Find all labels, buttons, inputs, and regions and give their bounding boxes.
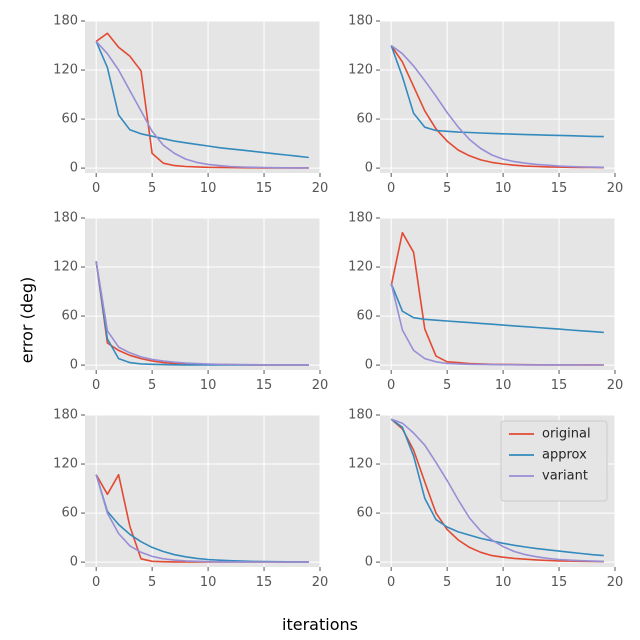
- x-tick-label: 20: [607, 378, 624, 393]
- y-tick-label: 180: [53, 211, 78, 226]
- legend-label-variant: variant: [542, 469, 588, 484]
- panel-3: 0 5 10 15 20 0 60 120 180: [53, 211, 328, 394]
- x-tick-label: 0: [92, 575, 100, 590]
- x-tick-label: 0: [387, 575, 395, 590]
- x-tick-label: 5: [443, 575, 451, 590]
- legend-label-original: original: [542, 427, 591, 442]
- panel-4: 0 5 10 15 20 0 60 120 180: [348, 211, 623, 394]
- x-tick-label: 15: [256, 181, 273, 196]
- plot-background: [85, 21, 320, 173]
- x-tick-label: 15: [256, 575, 273, 590]
- x-tick-label: 5: [148, 575, 156, 590]
- series-line-original: [390, 45, 604, 169]
- y-tick-label: 180: [348, 408, 373, 423]
- y-tick-label: 0: [70, 161, 78, 176]
- x-tick-label: 10: [200, 181, 217, 196]
- y-tick-label: 120: [348, 457, 373, 472]
- x-tick-label: 0: [387, 181, 395, 196]
- y-tick-label: 120: [348, 260, 373, 275]
- x-tick-label: 5: [148, 378, 156, 393]
- series-line-approx: [95, 41, 309, 159]
- y-tick-label: 60: [61, 309, 78, 324]
- y-tick-label: 60: [356, 506, 373, 521]
- y-tick-label: 0: [365, 555, 373, 570]
- x-tick-label: 15: [256, 378, 273, 393]
- y-tick-label: 120: [53, 63, 78, 78]
- panel-2: 0 5 10 15 20 0 60 120 180: [348, 14, 623, 197]
- series-line-original: [390, 418, 604, 563]
- figure-xlabel: iterations: [282, 615, 358, 634]
- y-tick-label: 0: [365, 161, 373, 176]
- legend-label-approx: approx: [542, 448, 587, 463]
- y-tick-label: 0: [365, 358, 373, 373]
- x-tick-label: 10: [200, 378, 217, 393]
- figure-ylabel: error (deg): [18, 277, 37, 363]
- series-line-variant: [95, 261, 309, 366]
- x-tick-label: 20: [312, 575, 329, 590]
- y-tick-label: 120: [348, 63, 373, 78]
- panel-1: 0 5 10 15 20 0 60 120 180: [53, 14, 328, 197]
- x-tick-label: 15: [551, 378, 568, 393]
- y-tick-label: 0: [70, 555, 78, 570]
- plot-background: [85, 218, 320, 370]
- y-tick-label: 60: [356, 309, 373, 324]
- series-line-variant: [95, 40, 309, 169]
- x-tick-label: 10: [200, 575, 217, 590]
- series-line-variant: [95, 474, 309, 563]
- x-tick-label: 10: [495, 181, 512, 196]
- series-line-variant: [390, 418, 604, 563]
- x-tick-label: 0: [92, 378, 100, 393]
- plot-background: [380, 21, 615, 173]
- y-tick-label: 180: [53, 408, 78, 423]
- x-tick-label: 20: [312, 181, 329, 196]
- x-tick-label: 15: [551, 575, 568, 590]
- y-tick-label: 120: [53, 457, 78, 472]
- series-line-variant: [390, 44, 604, 169]
- x-tick-label: 0: [387, 378, 395, 393]
- y-tick-label: 60: [356, 112, 373, 127]
- plot-background: [380, 218, 615, 370]
- x-tick-label: 5: [443, 378, 451, 393]
- x-tick-label: 10: [495, 575, 512, 590]
- x-tick-label: 0: [92, 181, 100, 196]
- y-tick-label: 60: [61, 506, 78, 521]
- x-tick-label: 10: [495, 378, 512, 393]
- series-line-approx: [390, 283, 604, 334]
- x-tick-label: 5: [148, 181, 156, 196]
- legend: original approx variant: [500, 420, 608, 502]
- legend-box: [500, 420, 608, 502]
- series-line-approx: [390, 45, 604, 138]
- x-tick-label: 20: [607, 575, 624, 590]
- y-tick-label: 120: [53, 260, 78, 275]
- series-line-approx: [390, 418, 604, 557]
- y-tick-label: 0: [70, 358, 78, 373]
- series-line-variant: [390, 283, 604, 366]
- panel-5: 0 5 10 15 20 0 60 120 180: [53, 408, 328, 591]
- y-tick-label: 60: [61, 112, 78, 127]
- x-tick-label: 20: [312, 378, 329, 393]
- y-tick-label: 180: [348, 14, 373, 29]
- y-tick-label: 180: [348, 211, 373, 226]
- x-tick-label: 5: [443, 181, 451, 196]
- panel-6: 0 5 10 15 20 0 60 120 180 original approx variant: [348, 408, 623, 591]
- panels: 0 5 10 15 20 0 60 120 180 0 5 10 15 20 0 60 120 180 0 5 10 15…: [53, 14, 623, 591]
- y-tick-label: 180: [53, 14, 78, 29]
- x-tick-label: 20: [607, 181, 624, 196]
- plot-background: [85, 415, 320, 567]
- x-tick-label: 15: [551, 181, 568, 196]
